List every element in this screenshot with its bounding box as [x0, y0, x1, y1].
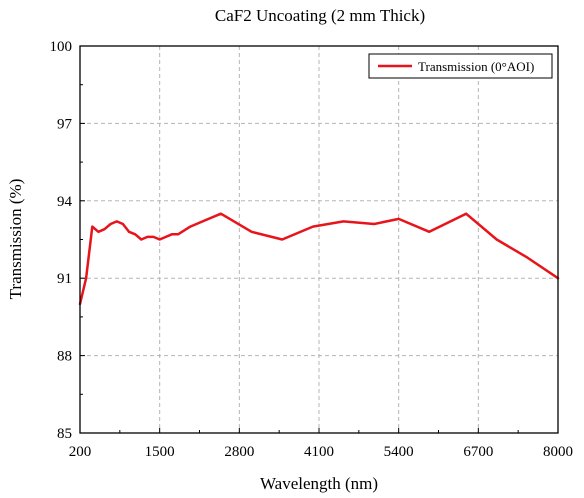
y-tick-label: 97 [57, 116, 73, 132]
y-axis-tick-labels: 85 88 91 94 97 100 [50, 39, 73, 442]
grid [80, 46, 558, 433]
x-axis-tick-labels: 200 1500 2800 4100 5400 6700 8000 [69, 444, 573, 460]
x-tick-label: 6700 [463, 444, 493, 460]
y-tick-label: 91 [57, 271, 72, 287]
x-tick-label: 4100 [304, 444, 334, 460]
y-tick-label: 85 [57, 426, 72, 442]
chart-title: CaF2 Uncoating (2 mm Thick) [215, 6, 425, 25]
x-tick-label: 8000 [543, 444, 573, 460]
x-axis-title: Wavelength (nm) [260, 474, 378, 493]
y-tick-label: 100 [50, 39, 73, 55]
x-tick-label: 1500 [145, 444, 175, 460]
x-tick-label: 2800 [224, 444, 254, 460]
y-tick-label: 94 [57, 194, 73, 210]
legend: Transmission (0°AOI) [368, 53, 553, 79]
ticks [79, 45, 559, 434]
series-line-0 [78, 212, 560, 306]
x-tick-label: 200 [69, 444, 92, 460]
y-tick-label: 88 [57, 349, 72, 365]
legend-label: Transmission (0°AOI) [418, 59, 534, 74]
series-layer [78, 212, 560, 306]
y-axis-title: Transmission (%) [6, 179, 25, 300]
x-tick-label: 5400 [384, 444, 414, 460]
